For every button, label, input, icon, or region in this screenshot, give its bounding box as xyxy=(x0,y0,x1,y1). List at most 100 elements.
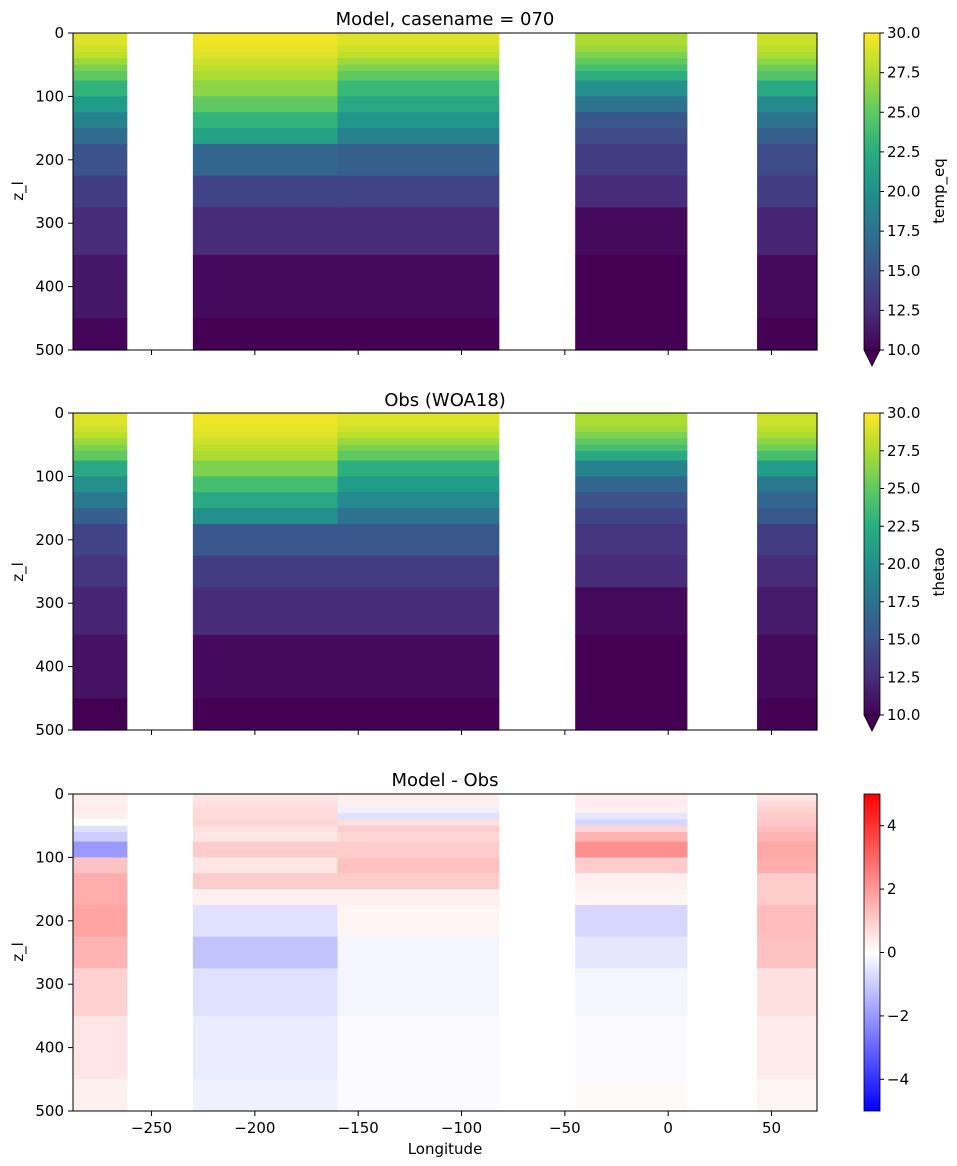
heatmap-cell xyxy=(575,813,688,820)
heatmap-cell xyxy=(192,451,339,462)
heatmap-cell xyxy=(337,634,500,699)
heatmap-cell xyxy=(73,523,128,557)
heatmap-cell xyxy=(192,813,339,820)
heatmap-cell xyxy=(337,438,500,446)
heatmap-cell xyxy=(757,460,818,477)
y-tick-label: 0 xyxy=(54,404,64,422)
colorbar-tick-label: 20.0 xyxy=(887,183,920,201)
heatmap-cell xyxy=(575,438,688,446)
heatmap-cell xyxy=(575,508,688,525)
heatmap-cell xyxy=(757,143,818,177)
heatmap-cell xyxy=(73,555,128,588)
y-tick-label: 300 xyxy=(35,975,64,993)
colorbar-tick-label: 0 xyxy=(887,944,897,962)
colorbar-tick-label: 27.5 xyxy=(887,442,920,460)
x-tick-label: −50 xyxy=(549,1119,581,1137)
heatmap-cell xyxy=(575,841,688,858)
colorbar: temp_eq 10.0 12.5 15.0 17.5 20.0 22.5 25.0 27.5… xyxy=(863,24,949,367)
heatmap-cell xyxy=(73,587,128,636)
heatmap-cell xyxy=(757,698,818,731)
heatmap-cell xyxy=(73,508,128,525)
heatmap-cell xyxy=(575,634,688,699)
heatmap-cell xyxy=(575,492,688,509)
heatmap-cell xyxy=(337,39,500,47)
heatmap-cell xyxy=(192,254,339,319)
colorbar-gradient xyxy=(864,33,880,350)
x-axis-label: Longitude xyxy=(408,1140,483,1158)
heatmap-cell xyxy=(73,698,128,731)
y-axis-label: z_l xyxy=(9,942,28,962)
colorbar-tick-label: 10.0 xyxy=(887,341,920,359)
heatmap-cell xyxy=(575,555,688,588)
heatmap-cell xyxy=(337,841,500,858)
heatmap-cell xyxy=(337,71,500,82)
heatmap-cell xyxy=(575,96,688,113)
heatmap-cell xyxy=(575,432,688,439)
y-axis-label: z_l xyxy=(9,181,28,201)
heatmap-cell xyxy=(337,112,500,129)
y-tick-label: 400 xyxy=(35,278,64,296)
heatmap-cell xyxy=(757,254,818,319)
heatmap-cell xyxy=(575,794,688,801)
heatmap-cell xyxy=(337,476,500,493)
heatmap-cell xyxy=(757,794,818,801)
heatmap-cell xyxy=(192,476,339,493)
heatmap-cell xyxy=(73,207,128,256)
colorbar-extend-arrow xyxy=(863,714,881,732)
x-tick-label: −150 xyxy=(338,1119,379,1137)
heatmap-cell xyxy=(73,825,128,833)
colorbar-tick-label: 4 xyxy=(887,817,897,835)
heatmap-cell xyxy=(73,634,128,699)
panel-obs: Obs (WOA18) z_l 0 100 200 300 400 500 thetao … xyxy=(9,390,948,739)
heatmap-cell xyxy=(337,128,500,145)
heatmap-cell xyxy=(575,52,688,59)
heatmap-cell xyxy=(73,1015,128,1080)
y-tick-label: 300 xyxy=(35,214,64,232)
heatmap-cell xyxy=(73,254,128,319)
heatmap-cell xyxy=(337,96,500,113)
heatmap-cell xyxy=(575,698,688,731)
heatmap-cell xyxy=(757,58,818,66)
colorbar-tick-label: 15.0 xyxy=(887,631,920,649)
colorbar-tick-label: 25.0 xyxy=(887,103,920,121)
heatmap-cell xyxy=(575,80,688,97)
heatmap-cell xyxy=(337,825,500,833)
y-tick-label: 200 xyxy=(35,151,64,169)
heatmap-cell xyxy=(73,52,128,59)
heatmap-cell xyxy=(337,857,500,874)
x-tick-label: −250 xyxy=(131,1119,172,1137)
colorbar-tick-label: 17.5 xyxy=(887,593,920,611)
colorbar-tick-label: 17.5 xyxy=(887,222,920,240)
heatmap-cell xyxy=(73,841,128,858)
heatmap-cell xyxy=(575,889,688,906)
heatmap-cell xyxy=(73,857,128,874)
heatmap-cell xyxy=(757,857,818,874)
heatmap-cell xyxy=(337,832,500,843)
x-tick-label: 0 xyxy=(663,1119,673,1137)
heatmap-cell xyxy=(192,419,339,427)
axes-frame xyxy=(72,793,818,1112)
heatmap-cell xyxy=(73,112,128,129)
heatmap-cell xyxy=(192,432,339,439)
heatmap-cell xyxy=(757,889,818,906)
heatmap-cell xyxy=(575,825,688,833)
heatmap-cell xyxy=(575,460,688,477)
heatmap-plot: 0 100 200 300 400 500 xyxy=(35,404,818,739)
heatmap-cell xyxy=(575,587,688,636)
heatmap-cell xyxy=(192,508,339,525)
heatmap-cell xyxy=(192,889,339,906)
heatmap-cell xyxy=(73,968,128,1017)
heatmap-cell xyxy=(757,813,818,820)
heatmap-cell xyxy=(337,444,500,452)
colorbar-tick-label: 27.5 xyxy=(887,64,920,82)
heatmap-cell xyxy=(757,71,818,82)
colorbar: thetao 10.0 12.5 15.0 17.5 20.0 22.5 25.0 27.5 3… xyxy=(863,404,948,732)
heatmap-cell xyxy=(337,819,500,827)
heatmap-cell xyxy=(337,1079,500,1112)
heatmap-cell xyxy=(73,794,128,801)
heatmap-cell xyxy=(757,80,818,97)
heatmap-cell xyxy=(757,45,818,53)
heatmap-cell xyxy=(192,857,339,874)
heatmap-cell xyxy=(337,587,500,636)
y-tick-label: 100 xyxy=(35,87,64,105)
